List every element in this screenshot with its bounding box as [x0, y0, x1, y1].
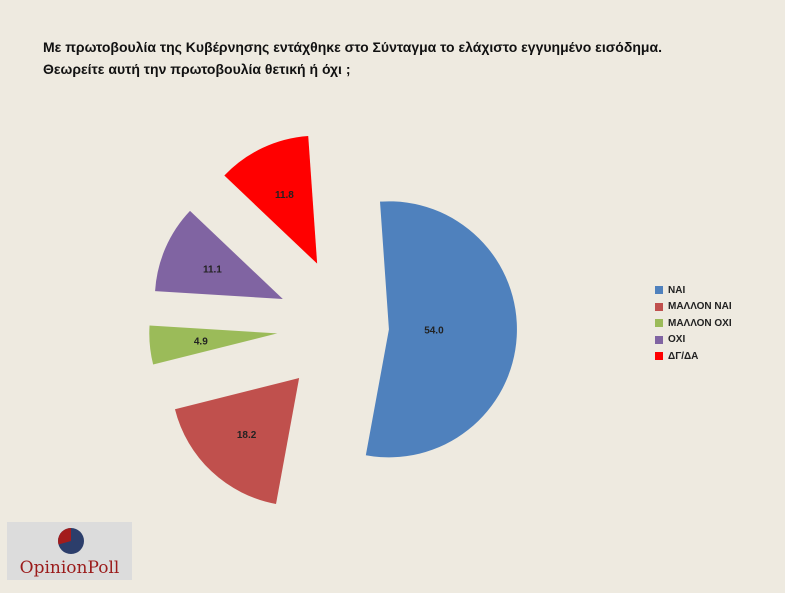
legend-item-4: ΔΓ/ΔΑ	[655, 348, 732, 365]
legend-label: ΟΧΙ	[668, 334, 686, 346]
pie-slice-1	[174, 378, 300, 504]
title-line-2: Θεωρείτε αυτή την πρωτοβουλία θετική ή ό…	[43, 61, 351, 77]
legend-swatch	[655, 286, 663, 295]
legend-swatch	[655, 335, 663, 344]
legend-label: ΔΓ/ΔΑ	[668, 350, 699, 362]
data-label-0: 54.0	[424, 325, 444, 336]
pie-slice-4	[224, 135, 318, 264]
legend-item-0: ΝΑΙ	[655, 282, 732, 299]
chart-title: Με πρωτοβουλία της Κυβέρνησης εντάχθηκε …	[43, 36, 763, 80]
logo-mark-icon	[58, 528, 84, 554]
legend-label: ΜΑΛΛΟΝ ΝΑΙ	[668, 301, 732, 313]
legend-item-1: ΜΑΛΛΟΝ ΝΑΙ	[655, 299, 732, 316]
data-label-4: 11.8	[275, 190, 294, 201]
opinionpoll-logo: OpinionPoll	[7, 522, 132, 580]
legend-item-3: ΟΧΙ	[655, 332, 732, 349]
pie-slice-2	[149, 325, 278, 365]
legend-item-2: ΜΑΛΛΟΝ ΟΧΙ	[655, 315, 732, 332]
legend-swatch	[655, 319, 663, 328]
legend-swatch	[655, 302, 663, 311]
chart-legend: ΝΑΙ ΜΑΛΛΟΝ ΝΑΙ ΜΑΛΛΟΝ ΟΧΙ ΟΧΙ ΔΓ/ΔΑ	[655, 282, 732, 365]
logo-text: OpinionPoll	[19, 558, 120, 578]
data-label-2: 4.9	[194, 336, 208, 347]
pie-slice-0	[365, 201, 517, 458]
pie-slice-3	[155, 210, 283, 300]
legend-swatch	[655, 352, 663, 361]
data-label-3: 11.1	[203, 264, 222, 275]
legend-label: ΜΑΛΛΟΝ ΟΧΙ	[668, 317, 732, 329]
title-line-1: Με πρωτοβουλία της Κυβέρνησης εντάχθηκε …	[43, 39, 662, 55]
data-label-1: 18.2	[237, 430, 257, 441]
legend-label: ΝΑΙ	[668, 284, 686, 296]
